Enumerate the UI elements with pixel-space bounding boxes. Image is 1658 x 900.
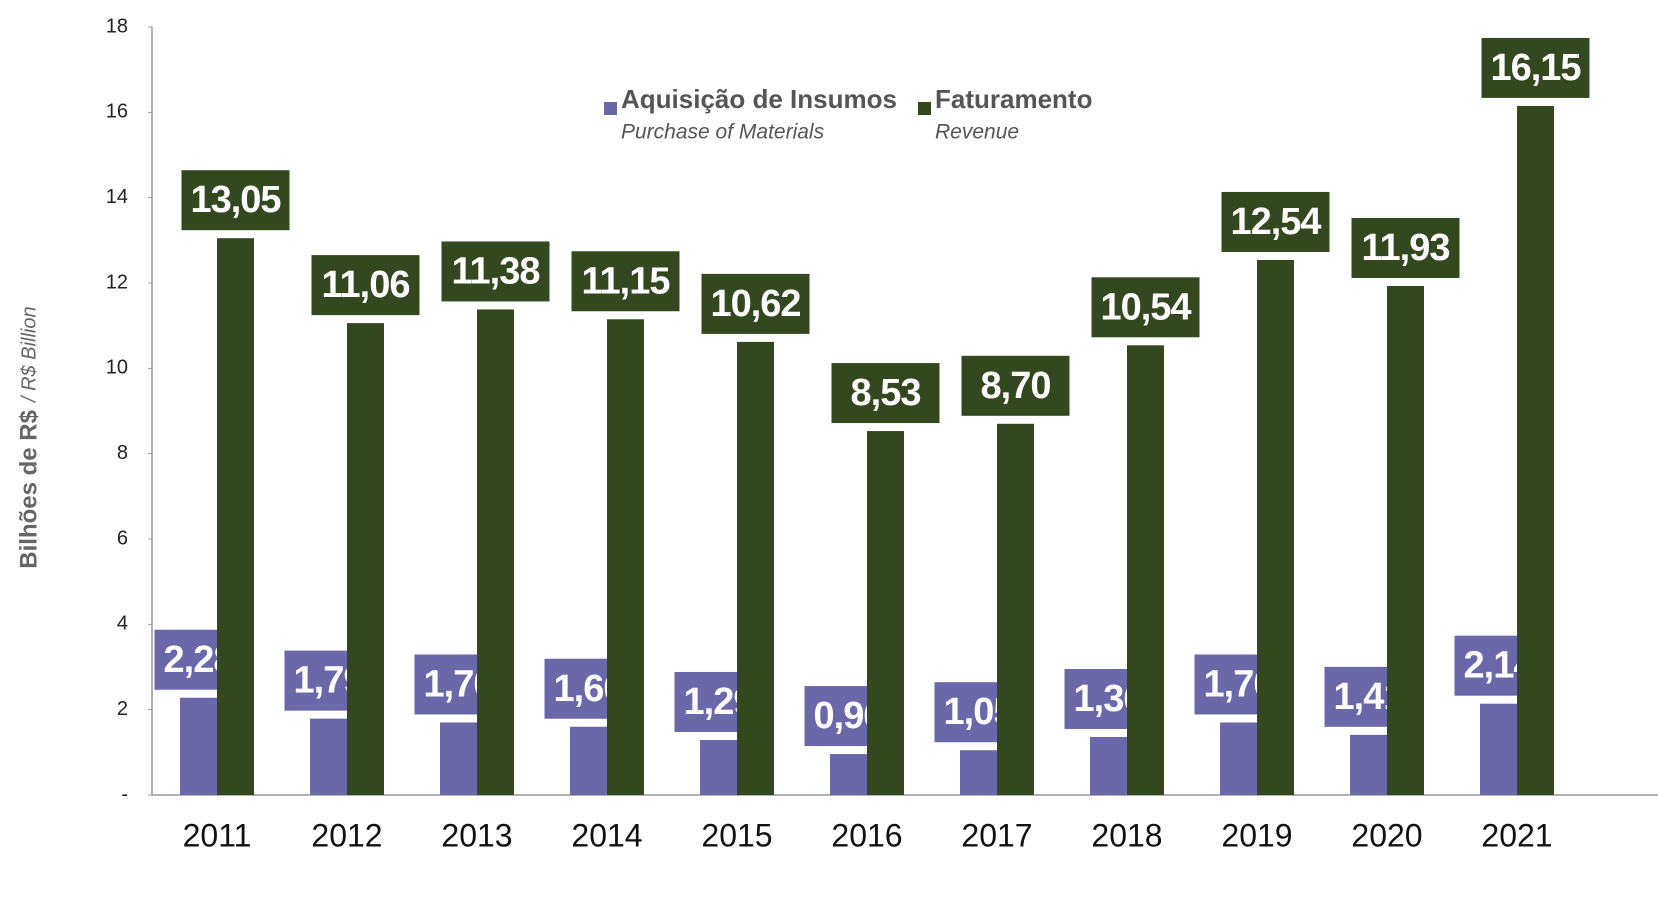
- value-label: 11,38: [452, 250, 540, 292]
- value-label-box: [701, 273, 810, 334]
- x-tick-label: 2014: [571, 817, 642, 853]
- value-label-box: [1351, 217, 1460, 278]
- x-tick-label: 2012: [311, 817, 382, 853]
- bar: [347, 323, 384, 795]
- bar: [830, 754, 867, 795]
- legend-swatch: [604, 102, 617, 115]
- bar: [1127, 345, 1164, 795]
- bar: [1387, 285, 1424, 795]
- y-tick-label: 2: [117, 698, 128, 720]
- x-tick-label: 2019: [1221, 817, 1292, 853]
- x-tick-label: 2013: [441, 817, 512, 853]
- y-tick-label: 10: [106, 357, 128, 379]
- bar: [1480, 703, 1517, 795]
- y-tick-label: 12: [106, 271, 128, 293]
- bar: [570, 726, 607, 795]
- value-label: 10,62: [710, 283, 800, 325]
- legend-sub: Revenue: [935, 121, 1019, 144]
- x-tick-label: 2017: [961, 817, 1032, 853]
- bar: [960, 750, 997, 795]
- bar: [997, 423, 1034, 795]
- bar: [180, 697, 217, 795]
- bar: [1350, 734, 1387, 795]
- value-label-box: [571, 251, 680, 312]
- value-label: 16,15: [1490, 47, 1581, 89]
- value-label: 12,54: [1230, 201, 1321, 243]
- value-label: 8,70: [981, 365, 1051, 407]
- value-label-box: [961, 355, 1070, 416]
- value-label-box: [181, 170, 290, 231]
- y-tick-label: 18: [106, 15, 128, 37]
- bar: [310, 718, 347, 795]
- x-tick-label: 2015: [701, 817, 772, 853]
- bar: [440, 722, 477, 795]
- value-label-box: [831, 363, 940, 424]
- value-label-box: [1091, 277, 1200, 338]
- legend-swatch: [918, 102, 931, 115]
- bar: [1517, 105, 1554, 795]
- bar: [700, 739, 737, 795]
- legend-label: Faturamento: [935, 84, 1092, 114]
- y-label: Bilhões de R$: [15, 409, 42, 568]
- value-label: 11,06: [322, 264, 410, 306]
- bar: [737, 341, 774, 795]
- x-tick-label: 2011: [183, 817, 252, 853]
- y-tick-label: -: [121, 783, 128, 805]
- value-label-box: [311, 255, 420, 316]
- x-tick-label: 2021: [1481, 817, 1552, 853]
- x-tick-label: 2018: [1091, 817, 1162, 853]
- legend-label: Aquisição de Insumos: [621, 84, 897, 114]
- bar: [1220, 722, 1257, 795]
- bar: [1257, 259, 1294, 796]
- bar: [867, 431, 904, 795]
- value-label-box: [1481, 37, 1590, 98]
- bar: [1090, 736, 1127, 795]
- value-label-box: [441, 241, 550, 302]
- bar: [607, 319, 644, 795]
- y-tick-label: 6: [117, 527, 128, 549]
- bar: [217, 238, 254, 795]
- y-axis-title: Bilhões de R$ / R$ Billion: [15, 306, 42, 568]
- y-tick-label: 16: [106, 101, 128, 123]
- y-label-en: / R$ Billion: [18, 306, 40, 404]
- value-label: 10,54: [1100, 286, 1191, 328]
- bar: [477, 309, 514, 795]
- y-tick-label: 14: [106, 186, 128, 208]
- x-tick-label: 2020: [1351, 817, 1422, 853]
- x-tick-label: 2016: [831, 817, 902, 853]
- y-tick-label: 8: [117, 442, 128, 464]
- value-label: 11,93: [1362, 227, 1450, 269]
- y-tick-label: 4: [117, 613, 128, 635]
- value-label: 11,15: [582, 260, 671, 302]
- value-label-box: [1221, 191, 1330, 252]
- value-label: 8,53: [851, 372, 921, 414]
- legend-sub: Purchase of Materials: [621, 121, 825, 144]
- value-label: 13,05: [190, 179, 281, 221]
